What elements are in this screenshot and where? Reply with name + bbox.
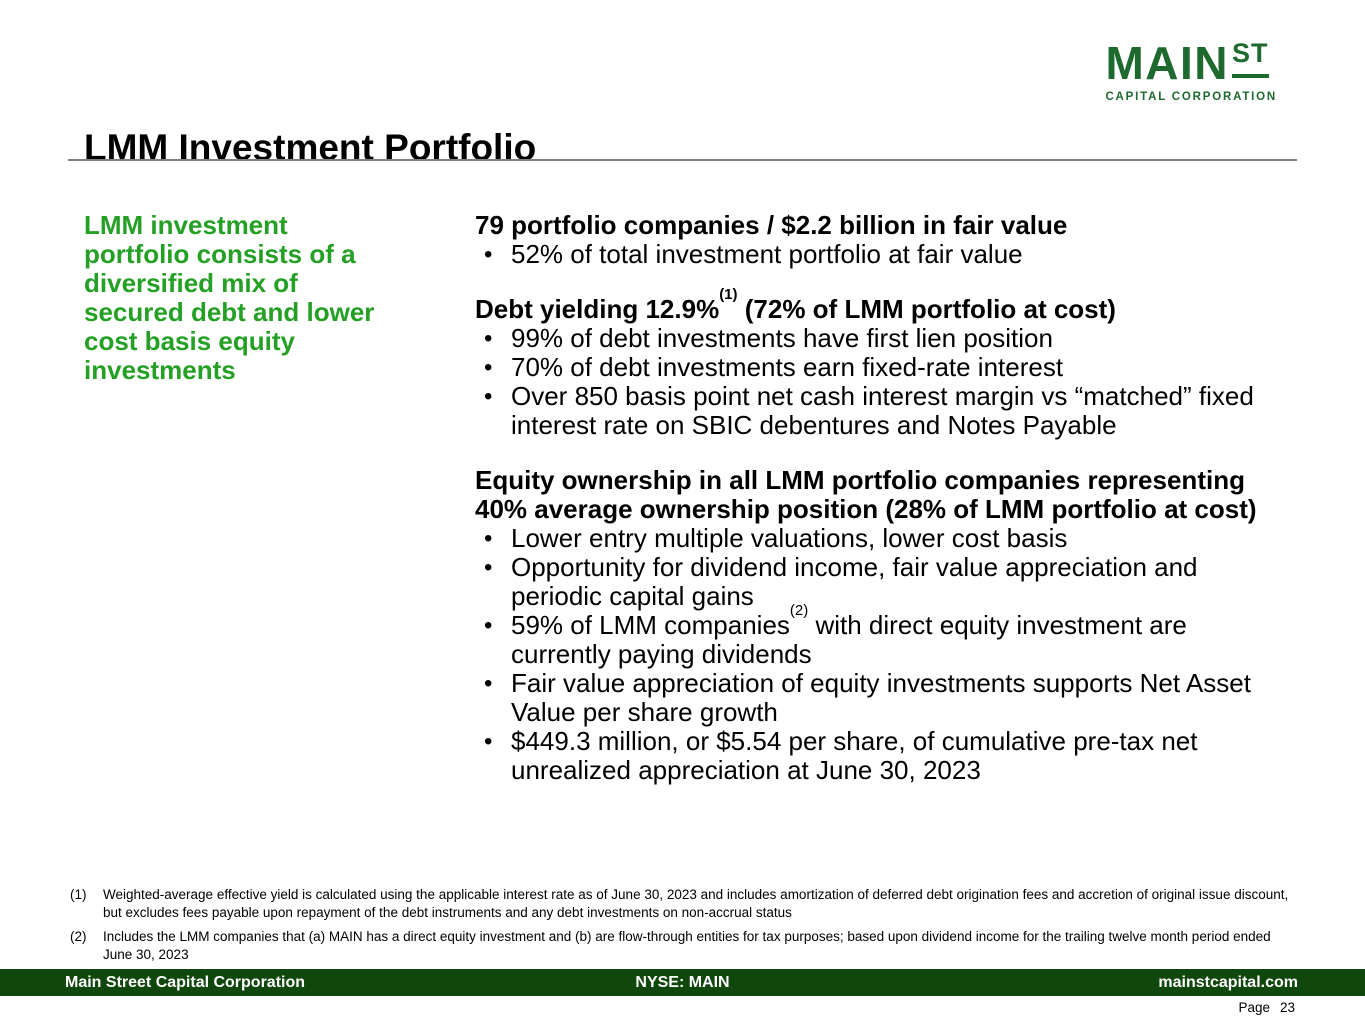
content-sections: 79 portfolio companies / $2.2 billion in… bbox=[475, 211, 1281, 785]
bullet-item: 70% of debt investments earn fixed-rate … bbox=[475, 353, 1281, 383]
content-section: 79 portfolio companies / $2.2 billion in… bbox=[475, 210, 1281, 270]
bullet-item: Opportunity for dividend income, fair va… bbox=[475, 553, 1281, 611]
bullet-list: Lower entry multiple valuations, lower c… bbox=[475, 524, 1281, 785]
footnote-ref: (2) bbox=[789, 602, 809, 620]
bullet-list: 52% of total investment portfolio at fai… bbox=[475, 240, 1281, 270]
bullet-item: Lower entry multiple valuations, lower c… bbox=[475, 524, 1281, 554]
page-label: Page bbox=[1238, 1000, 1270, 1015]
logo-wordmark: MAIN ST bbox=[1105, 40, 1277, 86]
content-section: Debt yielding 12.9%(1) (72% of LMM portf… bbox=[475, 286, 1281, 440]
footnote-ref: (1) bbox=[719, 286, 738, 304]
page-indicator: Page 23 bbox=[1238, 1000, 1295, 1015]
section-heading: 79 portfolio companies / $2.2 billion in… bbox=[475, 210, 1068, 240]
logo-subtitle: CAPITAL CORPORATION bbox=[1105, 91, 1277, 103]
logo-st-text: ST bbox=[1231, 40, 1269, 78]
footer-ticker: NYSE: MAIN bbox=[635, 973, 730, 991]
title-rule bbox=[68, 159, 1297, 161]
footnote-text: Weighted-average effective yield is calc… bbox=[103, 887, 1289, 920]
bullet-item: $449.3 million, or $5.54 per share, of c… bbox=[475, 727, 1281, 785]
mainst-logo: MAIN ST CAPITAL CORPORATION bbox=[1105, 40, 1277, 104]
section-heading: Equity ownership in all LMM portfolio co… bbox=[475, 465, 1257, 524]
bullet-item: 52% of total investment portfolio at fai… bbox=[475, 240, 1281, 270]
logo-main-text: MAIN bbox=[1105, 37, 1229, 89]
section-heading: Debt yielding 12.9%(1) (72% of LMM portf… bbox=[475, 286, 1116, 324]
footnote: (1) Weighted-average effective yield is c… bbox=[70, 886, 1292, 922]
footnote: (2) Includes the LMM companies that (a) M… bbox=[70, 928, 1292, 964]
footer-website: mainstcapital.com bbox=[1158, 973, 1298, 991]
footnotes: (1) Weighted-average effective yield is c… bbox=[70, 886, 1292, 970]
page-number: 23 bbox=[1279, 1000, 1295, 1015]
footer-company: Main Street Capital Corporation bbox=[65, 973, 306, 991]
bullet-list: 99% of debt investments have first lien … bbox=[475, 324, 1281, 440]
content-section: Equity ownership in all LMM portfolio co… bbox=[475, 466, 1281, 785]
bullet-item: Fair value appreciation of equity invest… bbox=[475, 669, 1281, 727]
footer-bar: Main Street Capital Corporation NYSE: MA… bbox=[0, 969, 1365, 996]
bullet-item: 99% of debt investments have first lien … bbox=[475, 324, 1281, 354]
bullet-item: 59% of LMM companies(2) with direct equi… bbox=[475, 603, 1281, 669]
page-title: LMM Investment Portfolio bbox=[84, 126, 537, 168]
footnote-marker: (2) bbox=[70, 929, 87, 944]
bullet-item: Over 850 basis point net cash interest m… bbox=[475, 382, 1281, 440]
sidebar-callout: LMM investment portfolio consists of a d… bbox=[84, 210, 375, 385]
footnote-text: Includes the LMM companies that (a) MAIN… bbox=[103, 929, 1271, 962]
footnote-marker: (1) bbox=[70, 887, 87, 902]
